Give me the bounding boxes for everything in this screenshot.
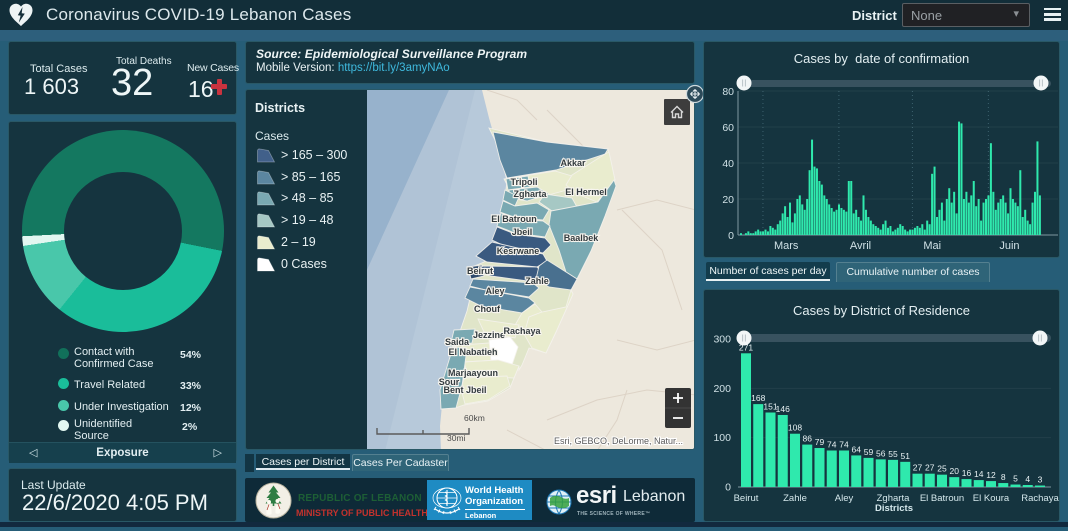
svg-text:Marjaayoun: Marjaayoun [448,368,498,378]
svg-text:Avril: Avril [850,240,871,252]
svg-text:Zahle: Zahle [783,493,807,504]
svg-text:60km: 60km [464,413,485,423]
svg-text:20: 20 [722,194,734,206]
svg-text:300: 300 [713,334,731,346]
svg-text:4: 4 [1025,474,1030,484]
svg-text:79: 79 [815,437,825,447]
svg-text:El Koura: El Koura [973,493,1010,504]
svg-text:El Batroun: El Batroun [920,493,964,504]
svg-text:Bent Jbeil: Bent Jbeil [443,385,486,395]
svg-text:27: 27 [913,463,923,473]
svg-text:0: 0 [728,230,734,242]
svg-text:56: 56 [876,448,886,458]
svg-text:100: 100 [713,432,731,444]
svg-text:55: 55 [888,449,898,459]
svg-text:30mi: 30mi [447,433,466,443]
svg-text:27: 27 [925,463,935,473]
svg-text:12: 12 [986,470,996,480]
svg-text:80: 80 [722,86,734,98]
svg-text:51: 51 [901,451,911,461]
svg-text:Districts: Districts [875,503,913,514]
svg-text:40: 40 [722,158,734,170]
svg-text:64: 64 [852,444,862,454]
svg-text:200: 200 [713,383,731,395]
svg-text:Beirut: Beirut [467,266,493,276]
svg-text:59: 59 [864,447,874,457]
svg-text:Aley: Aley [485,286,504,296]
svg-text:146: 146 [776,404,790,414]
svg-text:16: 16 [962,468,972,478]
svg-text:El Hermel: El Hermel [565,187,607,197]
svg-text:151: 151 [763,402,777,412]
svg-text:Mai: Mai [923,240,941,252]
svg-text:Zgharta: Zgharta [877,493,910,504]
svg-text:El Nabatieh: El Nabatieh [448,347,497,357]
svg-text:Zahle: Zahle [525,276,549,286]
svg-text:Rachaya: Rachaya [1021,493,1059,504]
svg-text:El Batroun: El Batroun [491,214,537,224]
svg-text:Baalbek: Baalbek [564,233,600,243]
svg-text:168: 168 [751,393,765,403]
svg-text:14: 14 [974,469,984,479]
svg-text:Saida: Saida [445,337,470,347]
svg-text:Esri, GEBCO, DeLorme, Natur...: Esri, GEBCO, DeLorme, Natur... [554,436,683,446]
svg-text:Tripoli: Tripoli [511,177,538,187]
svg-text:3: 3 [1038,475,1043,485]
svg-text:Rachaya: Rachaya [503,326,541,336]
svg-text:Akkar: Akkar [560,158,586,168]
svg-text:74: 74 [827,439,837,449]
svg-text:Beirut: Beirut [734,493,759,504]
svg-text:Sour: Sour [439,377,460,387]
svg-text:Aley: Aley [835,493,854,504]
svg-text:86: 86 [803,434,813,444]
svg-text:Juin: Juin [999,240,1019,252]
svg-text:Jbeil: Jbeil [512,227,533,237]
svg-text:Chouf: Chouf [474,304,501,314]
svg-text:0: 0 [725,482,731,494]
svg-text:74: 74 [839,439,849,449]
svg-text:20: 20 [950,466,960,476]
svg-text:5: 5 [1013,474,1018,484]
svg-text:Zgharta: Zgharta [513,189,547,199]
svg-text:271: 271 [739,342,753,352]
svg-text:8: 8 [1001,472,1006,482]
svg-text:Jezzine: Jezzine [473,330,505,340]
svg-text:Kesrwane: Kesrwane [497,246,540,256]
svg-text:25: 25 [937,464,947,474]
svg-text:60: 60 [722,122,734,134]
svg-text:108: 108 [788,423,802,433]
svg-text:Mars: Mars [774,240,799,252]
